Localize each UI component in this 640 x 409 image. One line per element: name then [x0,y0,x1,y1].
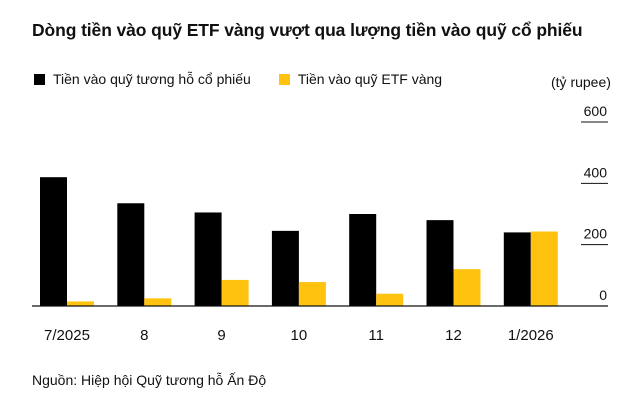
x-tick-label: 1/2026 [508,327,554,344]
bar-gold-etf [144,298,172,306]
x-tick-label: 12 [445,327,462,344]
bar-gold-etf [376,293,404,306]
legend-item-equity: Tiền vào quỹ tương hỗ cổ phiếu [34,71,251,87]
legend-label-equity: Tiền vào quỹ tương hỗ cổ phiếu [53,71,251,87]
y-tick-label: 200 [584,226,608,242]
legend-swatch-gold-etf [278,73,290,85]
bar-gold-etf [453,269,481,306]
y-axis-unit-label: (tỷ rupee) [551,74,611,90]
bar-equity-fund [40,177,67,306]
legend: Tiền vào quỹ tương hỗ cổ phiếu Tiền vào … [34,71,470,87]
x-tick-label: 8 [140,327,148,344]
chart-title: Dòng tiền vào quỹ ETF vàng vượt qua lượn… [32,20,583,40]
bar-gold-etf [221,279,249,306]
bar-gold-etf [530,231,558,306]
legend-label-gold-etf: Tiền vào quỹ ETF vàng [297,71,443,87]
x-tick-label: 7/2025 [44,327,90,344]
bar-equity-fund [426,220,454,306]
legend-item-gold-etf: Tiền vào quỹ ETF vàng [278,71,443,87]
x-tick-label: 10 [291,327,308,344]
bar-gold-etf [67,301,94,306]
x-tick-label: 11 [368,327,384,344]
y-tick-label: 400 [584,164,608,180]
legend-swatch-equity [34,73,45,85]
bar-equity-fund [117,203,145,306]
y-tick-label: 600 [584,103,608,119]
bar-equity-fund [271,230,299,306]
bar-equity-fund [194,212,222,306]
source-note: Nguồn: Hiệp hội Quỹ tương hỗ Ấn Độ [32,372,267,388]
bar-equity-fund [349,214,377,306]
bar-equity-fund [503,232,531,306]
x-tick-label: 9 [217,327,225,344]
bar-gold-etf [298,282,326,306]
y-tick-label: 0 [599,287,607,303]
